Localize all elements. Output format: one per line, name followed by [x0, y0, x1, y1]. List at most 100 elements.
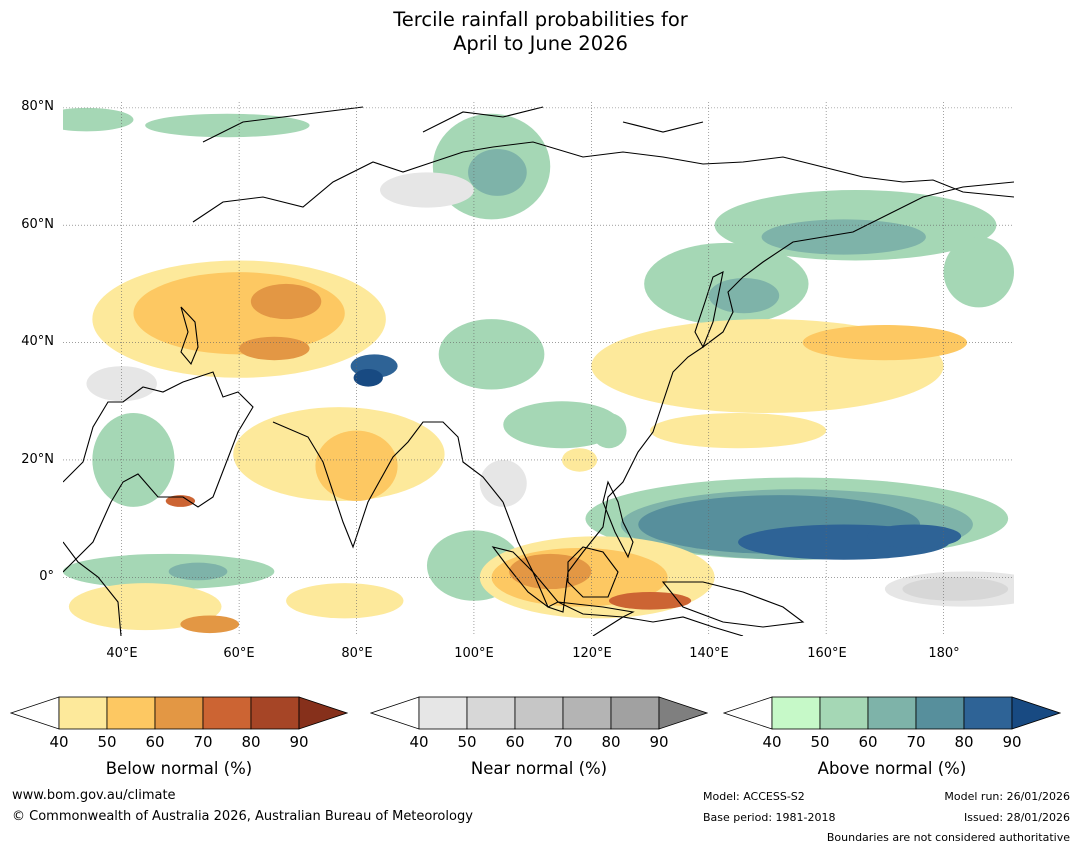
colorbar-below-normal — [10, 696, 348, 730]
region-below-70-40 — [165, 495, 196, 507]
coastline-india — [272, 421, 504, 549]
colorbar-below-tick-60: 60 — [145, 733, 165, 751]
coastline-arabia-africa — [63, 371, 254, 573]
coastline-sumatra — [491, 546, 559, 608]
colorbar-above-bin-40-50 — [771, 696, 821, 730]
colorbar-below-bin-40-50 — [58, 696, 108, 730]
colorbar-above-swatches — [723, 696, 1061, 730]
colorbar-near-bin-50-60 — [466, 696, 516, 730]
colorbar-above-tick-40: 40 — [762, 733, 782, 751]
model-name: Model: ACCESS-S2 — [703, 790, 805, 803]
coastline-east-africa — [63, 541, 122, 636]
colorbar-above-under-swatch — [723, 696, 773, 730]
map-canvas — [63, 102, 1014, 636]
colorbar-below-swatches — [10, 696, 348, 730]
colorbar-above-normal — [723, 696, 1061, 730]
colorbar-below-bin-70-80 — [202, 696, 252, 730]
region-above-50-14 — [92, 413, 175, 507]
region-above-80-20 — [867, 524, 962, 548]
colorbar-above-over-swatch — [1011, 696, 1061, 730]
forecast-map — [63, 102, 1014, 636]
map-title: Tercile rainfall probabilities for April… — [0, 8, 1081, 56]
region-below-60-25 — [250, 283, 322, 320]
lon-label-180: 180° — [928, 646, 960, 661]
colorbar-below-over-swatch — [298, 696, 348, 730]
region-above-60-3 — [468, 148, 527, 196]
region-above-50-8 — [943, 236, 1014, 308]
region-above-50-10 — [503, 401, 621, 449]
colorbar-above-title: Above normal (%) — [817, 759, 967, 778]
region-above-60-7 — [708, 278, 780, 314]
colorbar-near-bin-80-90 — [610, 696, 660, 730]
lat-label-0: 0° — [39, 569, 54, 584]
coastline-australia — [592, 616, 744, 636]
coastlines — [63, 106, 1014, 636]
region-below-40-31 — [286, 583, 404, 619]
colorbar-near-bin-40-50 — [418, 696, 468, 730]
coastline-java — [557, 601, 635, 618]
colorbar-near-tick-70: 70 — [553, 733, 573, 751]
colorbar-above-tick-90: 90 — [1002, 733, 1022, 751]
colorbar-above-tick-60: 60 — [858, 733, 878, 751]
boundaries-disclaimer: Boundaries are not considered authoritat… — [826, 831, 1070, 844]
region-above-50-9 — [438, 319, 545, 390]
region-above-50-12 — [63, 553, 275, 590]
colorbar-above-bin-70-80 — [915, 696, 965, 730]
region-below-60-30 — [180, 615, 240, 634]
probability-regions — [63, 107, 1014, 634]
region-below-40-38 — [650, 413, 827, 449]
region-above-50-1 — [145, 113, 310, 138]
issued-date: Issued: 28/01/2026 — [963, 811, 1070, 824]
colorbar-near-tick-80: 80 — [601, 733, 621, 751]
colorbar-near-tick-40: 40 — [409, 733, 429, 751]
title-line-2: April to June 2026 — [453, 32, 628, 55]
colorbar-below-title: Below normal (%) — [105, 759, 253, 778]
coastline-new-guinea — [661, 581, 805, 628]
colorbar-below-tick-50: 50 — [97, 733, 117, 751]
colorbar-near-tick-60: 60 — [505, 733, 525, 751]
lon-label-160e: 160°E — [807, 646, 847, 661]
lat-label-20n: 20°N — [21, 452, 54, 467]
lat-label-40n: 40°N — [21, 334, 54, 349]
region-below-40-29 — [68, 583, 222, 631]
colorbar-near-over-swatch — [658, 696, 708, 730]
colorbar-below-tick-70: 70 — [193, 733, 213, 751]
coastline-borneo — [567, 546, 619, 598]
region-near-40-44 — [479, 459, 527, 507]
colorbar-above-bin-80-90 — [963, 696, 1013, 730]
coastline-caspian — [180, 306, 199, 366]
title-line-1: Tercile rainfall probabilities for — [393, 8, 688, 31]
copyright-text: © Commonwealth of Australia 2026, Austra… — [12, 809, 473, 824]
colorbar-near-tick-50: 50 — [457, 733, 477, 751]
coastline-siberia — [192, 141, 1014, 223]
colorbar-near-under-swatch — [370, 696, 420, 730]
colorbar-below-bin-60-70 — [154, 696, 204, 730]
region-near-40-45 — [86, 366, 157, 402]
lon-label-140e: 140°E — [689, 646, 729, 661]
region-near-40-43 — [380, 172, 474, 208]
coastline-japan — [694, 271, 724, 349]
colorbar-above-bin-50-60 — [819, 696, 869, 730]
colorbar-near-normal — [370, 696, 708, 730]
region-below-60-26 — [239, 336, 310, 361]
base-period: Base period: 1981-2018 — [703, 811, 836, 824]
colorbar-below-tick-90: 90 — [289, 733, 309, 751]
region-below-50-37 — [802, 324, 968, 361]
lon-label-80e: 80°E — [341, 646, 373, 661]
coastline-philippines — [602, 480, 634, 559]
region-below-70-35 — [608, 591, 692, 610]
colorbar-near-title: Near normal (%) — [470, 759, 608, 778]
lon-label-60e: 60°E — [223, 646, 255, 661]
colorbar-near-bin-60-70 — [514, 696, 564, 730]
website-link[interactable]: www.bom.gov.au/climate — [12, 788, 176, 803]
region-above-50-0 — [63, 107, 134, 132]
colorbar-above-bin-60-70 — [867, 696, 917, 730]
region-above-60-5 — [761, 219, 926, 255]
region-below-60-34 — [509, 553, 592, 590]
colorbar-below-bin-50-60 — [106, 696, 156, 730]
region-above-60-13 — [168, 562, 228, 581]
lon-label-100e: 100°E — [454, 646, 494, 661]
colorbar-below-tick-80: 80 — [241, 733, 261, 751]
coastline-arctic-islands — [202, 106, 704, 143]
colorbar-above-tick-80: 80 — [954, 733, 974, 751]
